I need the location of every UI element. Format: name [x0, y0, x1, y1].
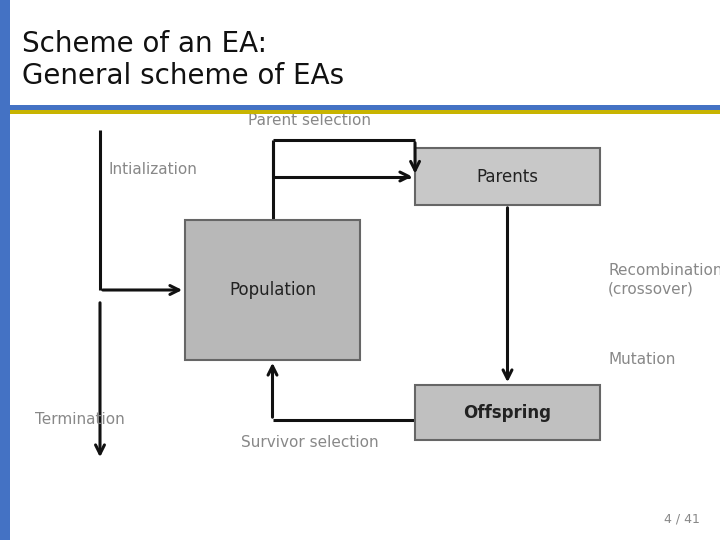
Bar	[415, 148, 600, 205]
Bar	[415, 385, 600, 440]
Text: Termination: Termination	[35, 413, 125, 428]
Bar	[10, 110, 720, 114]
Text: Survivor selection: Survivor selection	[241, 435, 379, 450]
Bar	[185, 220, 360, 360]
Text: Recombination
(crossover): Recombination (crossover)	[608, 263, 720, 297]
Text: 4 / 41: 4 / 41	[664, 512, 700, 525]
Text: Parent selection: Parent selection	[248, 113, 372, 128]
Text: Parents: Parents	[477, 167, 539, 186]
Text: Offspring: Offspring	[464, 403, 552, 422]
Text: Mutation: Mutation	[608, 353, 675, 368]
Text: Intialization: Intialization	[108, 163, 197, 178]
Text: Population: Population	[229, 281, 316, 299]
Bar	[10, 105, 720, 110]
Bar	[0, 0, 10, 540]
Text: Scheme of an EA:
General scheme of EAs: Scheme of an EA: General scheme of EAs	[22, 30, 344, 90]
